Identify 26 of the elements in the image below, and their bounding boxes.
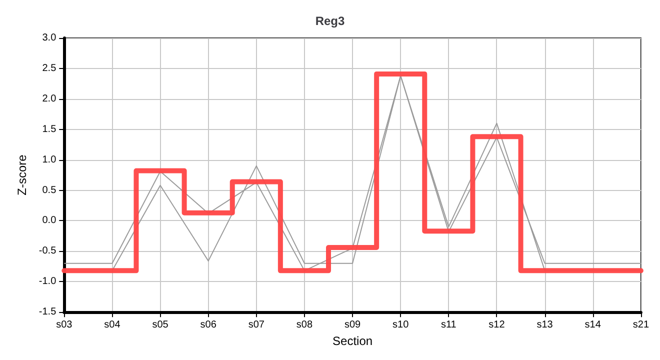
- x-tick-label: s04: [104, 320, 121, 331]
- chart-title: Reg3: [315, 14, 345, 28]
- x-tick-label: s05: [152, 320, 169, 331]
- x-tick-label: s03: [56, 320, 73, 331]
- y-tick-label: 0.5: [42, 184, 57, 196]
- y-axis-title: Z-score: [15, 154, 29, 196]
- x-tick-label: s13: [536, 320, 554, 331]
- y-tick-label: -1.5: [38, 306, 57, 318]
- y-tick-label: 0.0: [42, 215, 57, 226]
- y-tick-label: 1.5: [42, 124, 57, 135]
- x-tick-label: s09: [344, 320, 362, 331]
- x-tick-label: s11: [440, 320, 457, 331]
- y-tick-label: 2.5: [42, 62, 57, 74]
- x-axis-title: Section: [332, 334, 373, 348]
- x-tick-label: s08: [296, 320, 313, 331]
- x-tick-label: s06: [200, 320, 217, 331]
- x-tick-label: s14: [584, 320, 602, 331]
- y-tick-label: 3.0: [42, 32, 57, 44]
- x-tick-label: s10: [392, 320, 410, 331]
- y-tick-label: 2.0: [42, 93, 57, 104]
- y-tick-label: -1.0: [38, 276, 57, 288]
- x-tick-label: s07: [248, 320, 265, 331]
- y-tick-label: 1.0: [42, 154, 57, 166]
- y-tick-label: -0.5: [38, 246, 57, 257]
- x-tick-label: s21: [632, 320, 650, 331]
- x-tick-label: s12: [488, 320, 506, 331]
